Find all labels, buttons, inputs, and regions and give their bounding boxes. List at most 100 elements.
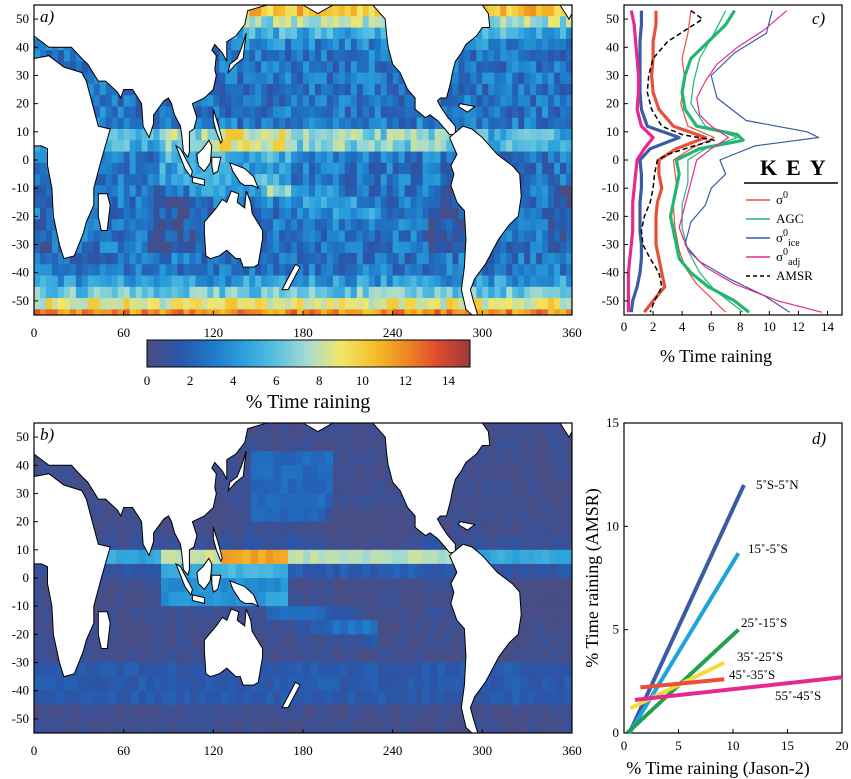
heatmap-cell: [201, 185, 208, 198]
heatmap-cell: [374, 38, 382, 51]
heatmap-cell: [171, 253, 179, 265]
heatmap-cell: [153, 207, 161, 220]
heatmap-cell: [288, 535, 297, 551]
heatmap-cell: [159, 230, 167, 243]
landmass: [211, 574, 222, 593]
heatmap-cell: [237, 298, 244, 310]
heatmap-cell: [415, 704, 424, 720]
heatmap-cell: [295, 578, 304, 593]
heatmap-cell: [48, 690, 58, 706]
heatmap-cell: [518, 50, 525, 62]
heatmap-cell: [147, 286, 155, 299]
heatmap-cell: [392, 606, 401, 621]
heatmap-cell: [557, 479, 566, 495]
heatmap-cell: [370, 578, 379, 593]
heatmap-cell: [377, 648, 386, 664]
heatmap-cell: [291, 50, 298, 62]
heatmap-cell: [326, 129, 334, 141]
heatmap-cell: [355, 690, 364, 706]
heatmap-cell: [494, 95, 501, 108]
heatmap-cell: [482, 298, 489, 310]
series-label: 55˚-45˚S: [775, 688, 821, 703]
heatmap-cell: [295, 521, 304, 537]
heatmap-cell: [482, 479, 491, 495]
heatmap-cell: [288, 465, 297, 480]
colorbar-tick-label: 8: [316, 373, 323, 388]
heatmap-cell: [243, 50, 250, 62]
landmass: [97, 611, 111, 649]
y-tick-label: -40: [602, 265, 619, 280]
y-tick-label: 10: [606, 518, 619, 533]
heatmap-cell: [489, 549, 498, 565]
heatmap-cell: [195, 286, 202, 299]
heatmap-cell: [362, 174, 370, 186]
heatmap-cell: [87, 83, 95, 96]
heatmap-cell: [171, 241, 179, 254]
heatmap-cell: [161, 718, 170, 733]
heatmap-cell: [347, 465, 356, 480]
heatmap-cell: [255, 129, 262, 141]
heatmap-cell: [370, 704, 379, 720]
heatmap-cell: [446, 185, 454, 198]
heatmap-cell: [295, 479, 304, 495]
heatmap-cell: [34, 38, 41, 51]
heatmap-cell: [494, 50, 501, 62]
heatmap-cell: [512, 507, 521, 523]
heatmap-cell: [422, 253, 430, 265]
heatmap-cell: [123, 162, 131, 175]
x-tick-label: 0: [31, 743, 38, 758]
heatmap-cell: [116, 718, 125, 733]
heatmap-cell: [295, 690, 304, 706]
heatmap-cell: [482, 50, 489, 62]
heatmap-cell: [356, 106, 364, 119]
heatmap-cell: [422, 592, 431, 607]
heatmap-cell: [377, 465, 386, 480]
heatmap-cell: [332, 465, 341, 480]
heatmap-cell: [482, 465, 491, 480]
heatmap-cell: [530, 253, 537, 265]
heatmap-cell: [131, 676, 140, 692]
heatmap-cell: [512, 662, 521, 678]
heatmap-cell: [111, 275, 119, 288]
heatmap-cell: [117, 185, 125, 198]
heatmap-cell: [297, 117, 304, 130]
heatmap-cell: [407, 704, 416, 720]
heatmap-cell: [370, 465, 379, 480]
heatmap-cell: [325, 521, 334, 537]
heatmap-cell: [434, 185, 442, 198]
heatmap-cell: [386, 275, 394, 288]
heatmap-cell: [105, 117, 113, 130]
heatmap-cell: [69, 50, 77, 62]
heatmap-cell: [219, 95, 226, 108]
heatmap-cell: [519, 465, 528, 480]
heatmap-cell: [99, 117, 107, 130]
heatmap-cell: [482, 535, 491, 551]
heatmap-cell: [297, 16, 304, 29]
heatmap-cell: [542, 521, 551, 537]
heatmap-cell: [325, 437, 334, 452]
heatmap-cell: [295, 704, 304, 720]
heatmap-cell: [285, 196, 292, 209]
heatmap-cell: [506, 253, 513, 265]
heatmap-cell: [370, 563, 379, 579]
heatmap-cell: [279, 241, 286, 254]
heatmap-cell: [267, 162, 274, 175]
heatmap-cell: [534, 620, 543, 635]
heatmap-cell: [530, 286, 537, 299]
heatmap-cell: [326, 230, 334, 243]
heatmap-cell: [430, 704, 439, 720]
heatmap-cell: [497, 521, 506, 537]
x-tick-label: 180: [293, 743, 313, 758]
heatmap-cell: [317, 718, 327, 733]
heatmap-cell: [374, 253, 382, 265]
heatmap-cell: [380, 50, 388, 62]
heatmap-cell: [237, 151, 244, 164]
heatmap-cell: [398, 241, 406, 254]
heatmap-cell: [548, 27, 555, 40]
heatmap-cell: [41, 704, 50, 720]
heatmap-cell: [536, 298, 543, 310]
heatmap-cell: [344, 72, 352, 85]
heatmap-cell: [542, 493, 551, 509]
heatmap-cell: [237, 309, 244, 315]
heatmap-cell: [368, 72, 376, 85]
